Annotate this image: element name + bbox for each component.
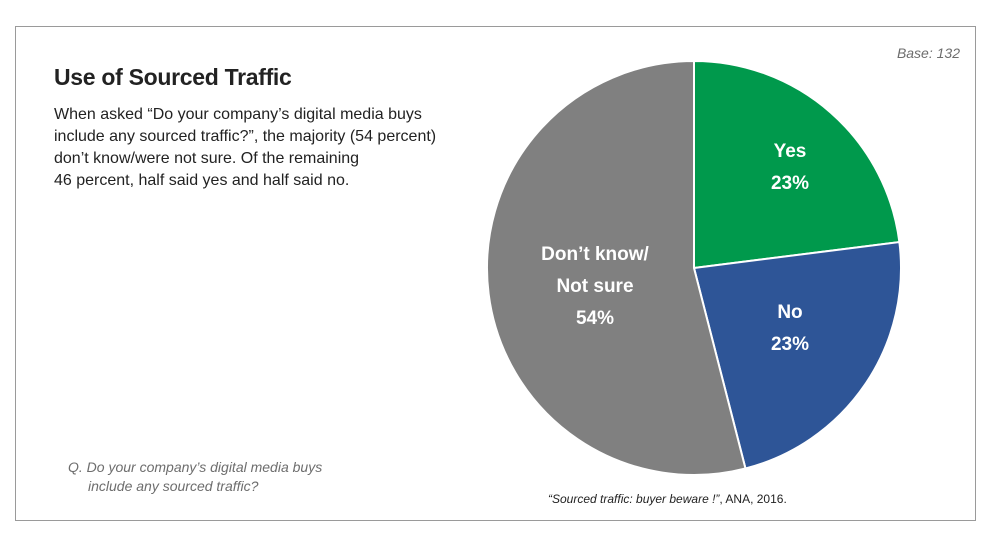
slice-category-label: Don’t know/ [541, 244, 649, 265]
pie-slice [692, 240, 902, 470]
source-citation: “Sourced traffic: buyer beware !”, ANA, … [548, 492, 787, 506]
question-line: include any sourced traffic? [88, 478, 259, 494]
slice-category-label: Not sure [556, 276, 633, 297]
source-rest: , ANA, 2016. [719, 492, 787, 506]
pie-slice [486, 59, 747, 476]
description-line: 46 percent, half said yes and half said … [54, 172, 350, 189]
slice-value-label: 23% [771, 173, 809, 194]
description-line: include any sourced traffic?”, the major… [54, 128, 437, 145]
chart-frame [15, 26, 976, 521]
slice-value-label: 54% [576, 308, 614, 329]
chart-title: Use of Sourced Traffic [54, 64, 292, 90]
base-note: Base: 132 [896, 45, 960, 61]
chart-description: When asked “Do your company’s digital me… [54, 104, 494, 192]
slice-value-label: 23% [771, 334, 809, 355]
source-title: “Sourced traffic: buyer beware !” [548, 492, 720, 506]
description-line: When asked “Do your company’s digital me… [54, 106, 422, 123]
question-line: Q. Do your company’s digital media buys [68, 459, 323, 475]
slice-category-label: Yes [774, 141, 807, 162]
slice-category-label: No [777, 302, 802, 323]
survey-question: Q. Do your company’s digital media buys … [68, 458, 322, 496]
pie-slice [693, 59, 901, 270]
description-line: don’t know/were not sure. Of the remaini… [54, 150, 360, 167]
